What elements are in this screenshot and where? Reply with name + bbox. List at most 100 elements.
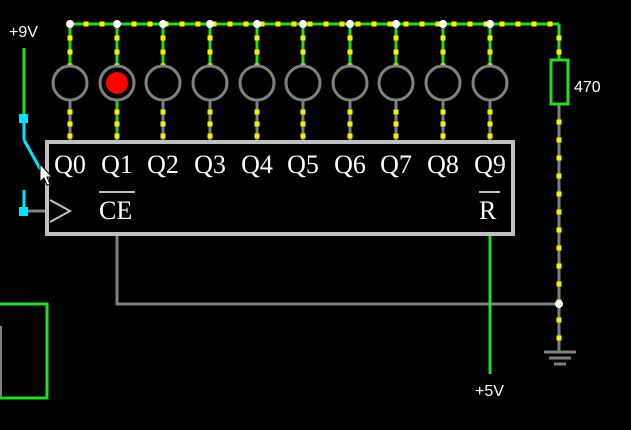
current-dot [160,133,166,139]
led-ring [238,64,276,102]
current-dot [259,21,265,27]
current-dot [547,21,553,27]
current-dot [355,21,361,27]
current-dot [451,21,457,27]
bus-junction-node [346,20,354,28]
led-ring [331,64,369,102]
led-ring [144,64,182,102]
current-dot [487,49,493,55]
current-dot [147,21,153,27]
current-dot [207,35,213,41]
current-dot [160,35,166,41]
chip-output-label-q8: Q8 [427,150,459,179]
current-dot [556,245,562,251]
bus-junction-node [392,20,400,28]
current-dot [556,49,562,55]
current-dot [67,133,73,139]
current-dot [467,21,473,27]
current-dot [387,21,393,27]
junction-node [555,300,563,308]
chip-output-label-q9: Q9 [474,150,506,179]
current-dot [556,209,562,215]
current-dot [207,121,213,127]
current-dot [207,49,213,55]
led-2[interactable] [144,64,182,102]
current-dot [307,21,313,27]
led-8[interactable] [424,64,462,102]
current-dot [393,133,399,139]
current-dot [556,119,562,125]
current-dot [347,49,353,55]
current-dot [83,21,89,27]
current-dot [440,133,446,139]
chip-output-label-q3: Q3 [194,150,226,179]
chip-ce-label: CE [99,196,132,225]
led-6[interactable] [331,64,369,102]
neighbor-wire [0,302,49,400]
current-dot [300,49,306,55]
current-dot [556,137,562,143]
current-dot [440,121,446,127]
led-3[interactable] [191,64,229,102]
current-dot [300,109,306,115]
current-dot [291,21,297,27]
current-dot [67,49,73,55]
chip-output-label-q5: Q5 [287,150,319,179]
led-9[interactable] [471,64,509,102]
bus-junction-node [159,20,167,28]
bus-junction-node [486,20,494,28]
led-5[interactable] [284,64,322,102]
led-ring [284,64,322,102]
current-dot [487,121,493,127]
bus-junction-node [439,20,447,28]
current-dot [254,133,260,139]
led-1[interactable] [98,64,136,102]
ce-ground-wire [115,234,559,306]
led-ring [471,64,509,102]
current-dot [393,49,399,55]
counter-chip[interactable] [45,140,515,236]
current-dot [556,191,562,197]
led-ring [424,64,462,102]
led-0[interactable] [51,64,89,102]
current-dot [67,109,73,115]
chip-output-label-q7: Q7 [380,150,412,179]
current-dot [556,263,562,269]
switch-icon[interactable] [19,114,49,216]
current-dot [160,109,166,115]
current-dot [99,21,105,27]
current-dot [114,133,120,139]
led-ring [377,64,415,102]
current-dot [487,133,493,139]
current-dot [393,109,399,115]
bus-junction-node [113,20,121,28]
current-dot [393,35,399,41]
current-dot [487,35,493,41]
current-dot [419,21,425,27]
current-dot [300,121,306,127]
resistor-470[interactable] [549,58,570,106]
led-4[interactable] [238,64,276,102]
current-dot [556,227,562,233]
current-dot [114,35,120,41]
current-dot [207,133,213,139]
ground-icon[interactable] [544,350,576,366]
current-dot [300,35,306,41]
current-dot [131,21,137,27]
led-7[interactable] [377,64,415,102]
resistor-value-label: 470 [574,79,601,96]
current-dot [487,109,493,115]
current-dot [347,133,353,139]
current-dot [556,281,562,287]
led-lit-indicator [106,72,128,94]
chip-output-label-q1: Q1 [101,150,133,179]
bus-junction-node [66,20,74,28]
current-dot [556,35,562,41]
current-dot [67,121,73,127]
current-dot [160,121,166,127]
led-ring [51,64,89,102]
led-ring [191,64,229,102]
current-dot [114,49,120,55]
